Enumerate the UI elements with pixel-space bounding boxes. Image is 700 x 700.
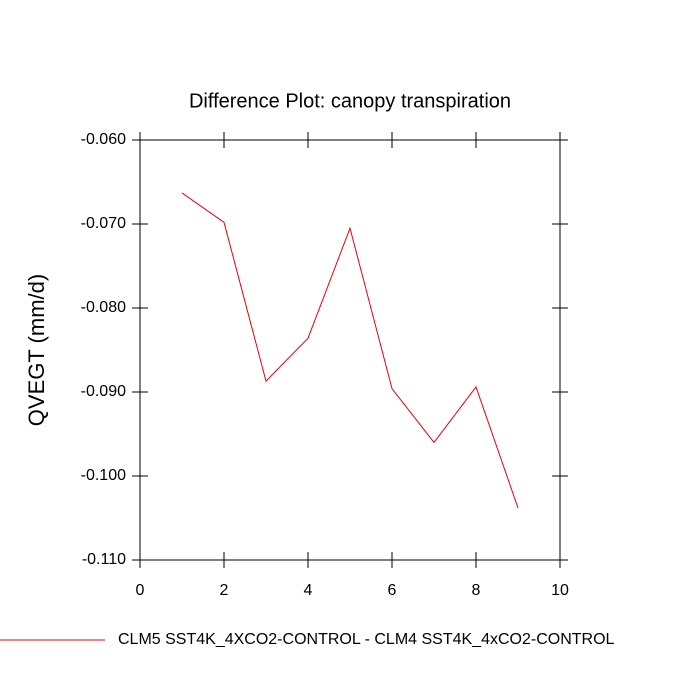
y-tick-label: -0.110 (82, 551, 126, 568)
x-tick-label: 4 (304, 582, 313, 599)
legend-label: CLM5 SST4K_4XCO2-CONTROL - CLM4 SST4K_4x… (118, 631, 615, 648)
y-tick-label: -0.070 (81, 215, 126, 232)
x-tick-label: 0 (136, 582, 145, 599)
x-tick-label: 2 (220, 582, 229, 599)
x-tick-label: 10 (551, 582, 569, 599)
plot-frame (139, 139, 561, 561)
y-tick-label: -0.090 (81, 383, 126, 400)
y-tick-label: -0.080 (81, 299, 126, 316)
chart-title: Difference Plot: canopy transpiration (189, 90, 511, 112)
y-tick-label: -0.100 (81, 467, 126, 484)
y-axis-label: QVEGT (mm/d) (24, 274, 49, 426)
x-tick-label: 6 (388, 582, 397, 599)
data-line (181, 192, 519, 509)
x-tick-label: 8 (472, 582, 481, 599)
y-tick-label: -0.060 (81, 131, 126, 148)
